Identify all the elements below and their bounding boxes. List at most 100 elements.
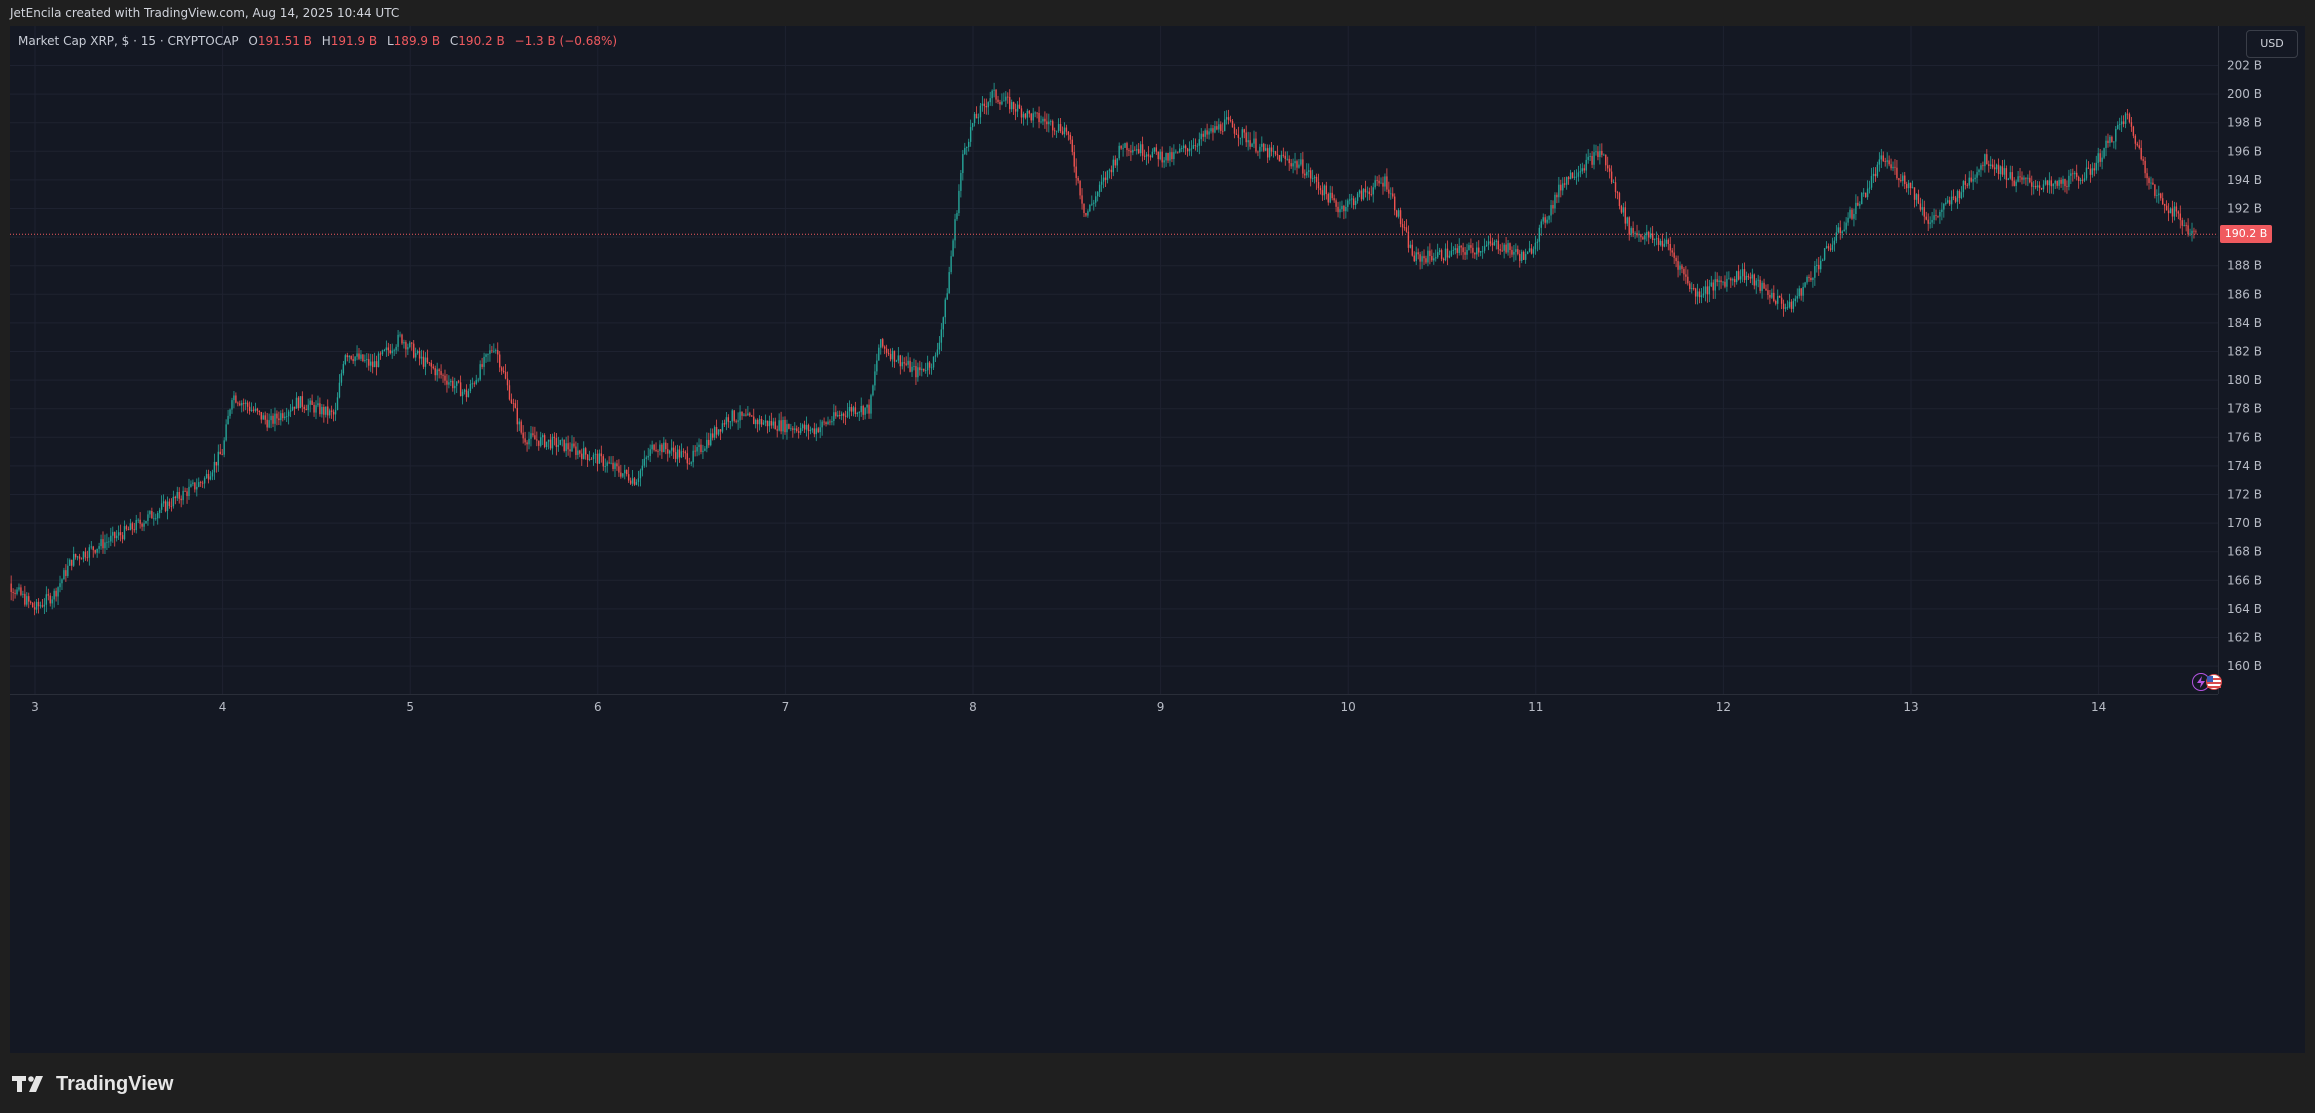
candle — [1902, 172, 1904, 187]
candle-body — [1634, 233, 1636, 234]
candle — [360, 350, 362, 361]
candle-body — [1268, 147, 1271, 158]
candle-body — [194, 482, 196, 490]
candle — [1167, 152, 1169, 164]
candle-body — [809, 429, 812, 432]
candle — [409, 340, 411, 349]
candle-body — [694, 450, 696, 452]
candle-body — [356, 353, 358, 357]
candle-body — [1888, 160, 1890, 165]
candle — [1206, 123, 1208, 139]
candle-body — [1382, 182, 1384, 187]
candle — [1010, 99, 1013, 113]
currency-button[interactable]: USD — [2246, 30, 2298, 58]
candle — [350, 355, 352, 361]
candle — [887, 348, 890, 356]
candle — [1460, 244, 1462, 256]
candle — [749, 411, 751, 417]
candle — [94, 549, 96, 555]
candle-body — [905, 363, 907, 365]
candle-body — [1005, 96, 1007, 101]
candle-body — [2025, 177, 2027, 179]
candle — [2058, 177, 2060, 190]
chart-frame[interactable]: 160 B 162 B 164 B 166 B 168 B 170 B 172 B 174 B… — [10, 26, 2305, 1053]
candle — [450, 378, 452, 387]
candle-body — [1182, 145, 1185, 149]
candle — [2021, 171, 2023, 185]
candle — [274, 407, 276, 432]
candle — [733, 409, 735, 423]
candle — [352, 353, 354, 364]
candle-body — [1233, 127, 1236, 134]
candle — [502, 366, 505, 374]
candle-body — [1220, 124, 1222, 131]
candle-body — [1059, 124, 1062, 132]
candle-body — [702, 450, 704, 453]
candle-body — [366, 359, 368, 361]
candle — [819, 419, 821, 439]
candle-body — [1128, 150, 1130, 151]
candle-body — [117, 532, 120, 536]
candle — [1468, 242, 1470, 251]
candle-body — [72, 553, 75, 566]
candle — [913, 358, 915, 371]
candle — [348, 355, 350, 364]
candle-body — [1134, 149, 1136, 151]
candle — [160, 495, 163, 514]
candle — [567, 435, 569, 456]
candle-body — [839, 415, 841, 416]
candle — [1268, 144, 1271, 161]
candle-body — [1020, 108, 1023, 118]
candle-body — [1820, 260, 1822, 270]
candle — [573, 437, 575, 449]
candle-body — [1540, 221, 1542, 228]
candle-body — [1853, 214, 1855, 219]
candle-body — [1010, 102, 1013, 110]
candle-body — [704, 448, 706, 451]
candle — [1906, 181, 1908, 193]
candle — [1435, 249, 1437, 262]
candle-body — [1132, 149, 1134, 153]
candle-body — [557, 445, 560, 447]
candle-body — [327, 406, 329, 416]
tradingview-logo[interactable]: TradingView — [12, 1071, 173, 1097]
candle-body — [1290, 163, 1292, 167]
candle — [575, 441, 577, 460]
candle — [303, 404, 305, 414]
candle — [2091, 162, 2094, 178]
candle-body — [866, 404, 868, 408]
candle — [1292, 158, 1294, 174]
candle — [1991, 158, 1994, 170]
candle-body — [1472, 247, 1474, 253]
candle-body — [1374, 180, 1376, 188]
candle — [1931, 211, 1933, 228]
candle-body — [682, 451, 685, 453]
candle — [1196, 143, 1199, 152]
candle-body — [295, 397, 298, 409]
candle — [1802, 282, 1804, 302]
candle — [1218, 118, 1220, 133]
time-axis[interactable]: 3 4 5 6 7 8 9 10 11 12 13 14 — [31, 700, 2106, 714]
candle — [1923, 200, 1925, 224]
candle-body — [1306, 171, 1308, 176]
candle — [571, 435, 573, 453]
us-flag-icon[interactable] — [2206, 674, 2222, 690]
candle — [1876, 161, 1879, 178]
candle-body — [1122, 147, 1124, 149]
candle-body — [1429, 250, 1431, 257]
candle-body — [1966, 184, 1968, 186]
candle — [1859, 201, 1861, 209]
candle — [180, 495, 182, 508]
candle-body — [1179, 148, 1181, 153]
candle-body — [485, 354, 487, 357]
candle-body — [971, 123, 974, 128]
candle-body — [1900, 180, 1902, 182]
candle — [1812, 277, 1814, 288]
candle — [2128, 112, 2131, 124]
candle — [850, 403, 853, 417]
candle-body — [39, 605, 42, 607]
candle — [325, 406, 327, 418]
candle — [893, 350, 896, 368]
